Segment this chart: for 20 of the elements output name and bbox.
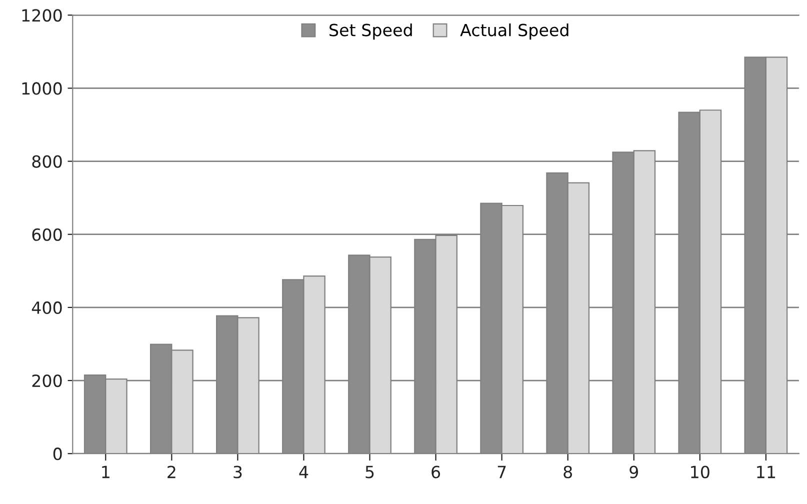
x-tick-label: 2 xyxy=(168,466,176,478)
x-tick-label: 7 xyxy=(498,466,506,478)
x-tick-label: 1 xyxy=(102,466,110,478)
y-tick-label: 200 xyxy=(32,374,62,388)
legend-label: Set Speed xyxy=(330,23,412,40)
y-tick-label: 800 xyxy=(32,155,62,168)
y-tick-label: 1200 xyxy=(22,9,62,22)
y-tick-label: 400 xyxy=(32,301,62,314)
x-tick-label: 11 xyxy=(757,466,775,478)
x-tick-label: 4 xyxy=(299,466,308,478)
x-tick-label: 6 xyxy=(432,466,440,478)
y-tick-label: 1000 xyxy=(22,82,62,95)
y-tick-label: 0 xyxy=(53,448,62,460)
y-tick-label: 600 xyxy=(32,228,62,241)
x-tick-label: 10 xyxy=(691,466,710,478)
legend-label: Actual Speed xyxy=(460,23,568,40)
x-tick-label: 3 xyxy=(234,466,242,478)
x-tick-label: 5 xyxy=(366,466,374,478)
x-tick-label: 8 xyxy=(564,466,572,478)
x-tick-label: 9 xyxy=(630,466,638,478)
